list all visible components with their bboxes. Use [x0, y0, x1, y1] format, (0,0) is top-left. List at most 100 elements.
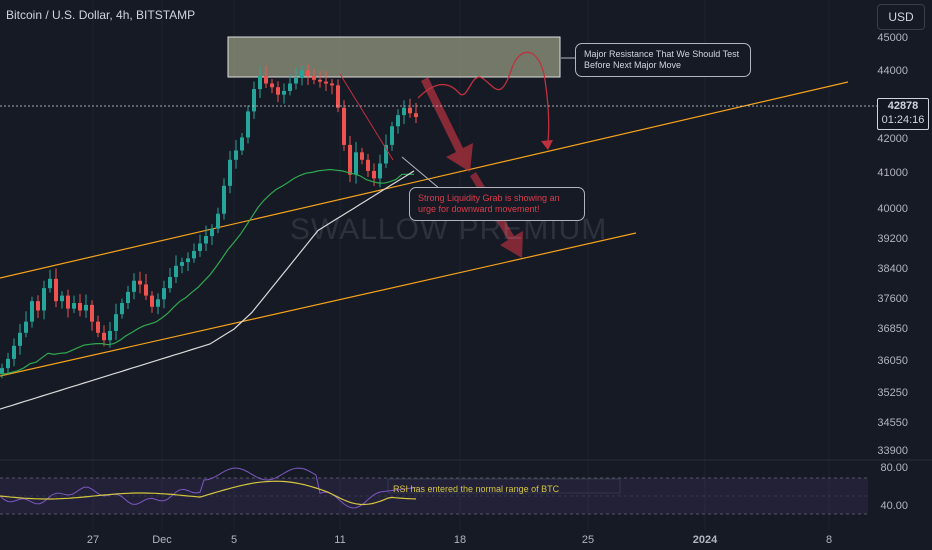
candle-body: [138, 280, 142, 285]
candle-body: [48, 278, 52, 289]
last-price-tag: 42878 01:24:16: [877, 98, 929, 130]
candle-body: [180, 262, 184, 266]
resistance-zone: [227, 36, 561, 78]
candle-body: [360, 152, 364, 160]
time-tick-label: 27: [87, 534, 99, 546]
note2-pointer-line: [401, 156, 441, 190]
candle-body: [324, 81, 328, 84]
candle-body: [36, 301, 40, 311]
last-price-value: 42878: [887, 100, 919, 112]
candle-body: [204, 236, 208, 244]
liquidity-pointer-line: [339, 73, 394, 161]
candle-body: [252, 89, 256, 112]
channel-lower-line: [0, 232, 637, 377]
price-tick-label: 36850: [877, 323, 908, 335]
candle-body: [30, 301, 34, 322]
candle-body: [222, 185, 226, 214]
candle-body: [126, 291, 130, 304]
bar-countdown: 01:24:16: [881, 114, 925, 126]
rsi-tick-label: 40.00: [880, 500, 908, 512]
projection-path-up: [417, 51, 550, 143]
candle-body: [156, 299, 160, 307]
candle-body: [96, 321, 100, 333]
candle-body: [300, 70, 304, 78]
candle-body: [168, 276, 172, 289]
down-arrow-1: [421, 77, 473, 172]
time-axis: 27 Dec 5 11 18 25 2024 8: [87, 534, 832, 546]
candle-body: [294, 77, 298, 84]
price-tick-label: 35250: [877, 387, 908, 399]
candle-body: [72, 303, 76, 309]
price-tick-label: 42000: [877, 133, 908, 145]
resistance-annotation[interactable]: Major Resistance That We Should Test Bef…: [575, 43, 751, 77]
price-tick-label: 34550: [877, 417, 908, 429]
candle-body: [282, 90, 286, 95]
candle-body: [234, 150, 238, 160]
time-tick-label: Dec: [152, 534, 172, 546]
candle-body: [216, 213, 220, 229]
liquidity-annotation[interactable]: Strong Liquidity Grab is showing an urge…: [409, 187, 585, 221]
candle-body: [312, 76, 316, 80]
time-tick-label: 5: [231, 534, 237, 546]
candle-body: [264, 76, 268, 84]
candle-body: [378, 163, 382, 179]
candle-body: [366, 159, 370, 171]
candle-body: [150, 295, 154, 307]
candlestick-series: [0, 64, 418, 379]
candle-body: [342, 107, 346, 145]
candle-body: [114, 314, 118, 331]
time-tick-label: 8: [826, 534, 832, 546]
rsi-note-box: [387, 478, 621, 494]
candle-body: [330, 83, 334, 86]
candle-body: [78, 303, 82, 311]
rsi-annotation[interactable]: RSI has entered the normal range of BTC: [393, 484, 560, 494]
time-tick-label: 25: [582, 534, 594, 546]
candle-body: [162, 288, 166, 300]
candle-body: [186, 258, 190, 263]
time-tick-label: 11: [334, 534, 345, 546]
candle-body: [132, 280, 136, 292]
candle-body: [384, 144, 388, 164]
price-tick-label: 41000: [877, 167, 908, 179]
candle-body: [246, 111, 250, 138]
candle-body: [84, 304, 88, 311]
currency-button[interactable]: USD: [877, 4, 925, 30]
candle-body: [120, 303, 124, 315]
candle-body: [42, 288, 46, 311]
price-tick-label: 36050: [877, 355, 908, 367]
candle-body: [90, 304, 94, 322]
moving-averages: [0, 168, 415, 410]
ma-fast-line: [0, 168, 414, 375]
candle-body: [6, 358, 10, 369]
time-tick-label: 2024: [693, 534, 718, 546]
candle-body: [408, 107, 412, 114]
candle-body: [276, 87, 280, 95]
ascending-channel: [0, 81, 849, 377]
rsi-pane: 80.00 40.00: [0, 462, 908, 515]
price-axis: 4500044000430004200041000400003920038400…: [877, 32, 908, 457]
candle-body: [18, 332, 22, 346]
candle-body: [240, 137, 244, 151]
time-tick-label: 18: [454, 534, 466, 546]
candle-body: [270, 83, 274, 88]
chart-title: Bitcoin / U.S. Dollar, 4h, BITSTAMP: [6, 8, 196, 22]
candle-body: [0, 368, 4, 374]
candle-body: [318, 79, 322, 82]
price-tick-label: 44000: [877, 65, 908, 77]
candle-body: [396, 115, 400, 127]
candle-body: [108, 330, 112, 341]
candle-body: [210, 228, 214, 237]
candle-body: [414, 113, 418, 117]
candle-body: [354, 152, 358, 175]
price-tick-label: 45000: [877, 32, 908, 44]
price-tick-label: 37600: [877, 293, 908, 305]
price-tick-label: 38400: [877, 263, 908, 275]
candle-body: [348, 144, 352, 175]
candle-body: [372, 170, 376, 179]
candle-body: [336, 85, 340, 108]
candle-body: [192, 250, 196, 259]
chart-grid: [92, 0, 830, 530]
rsi-line: [0, 467, 417, 509]
candle-body: [174, 265, 178, 277]
